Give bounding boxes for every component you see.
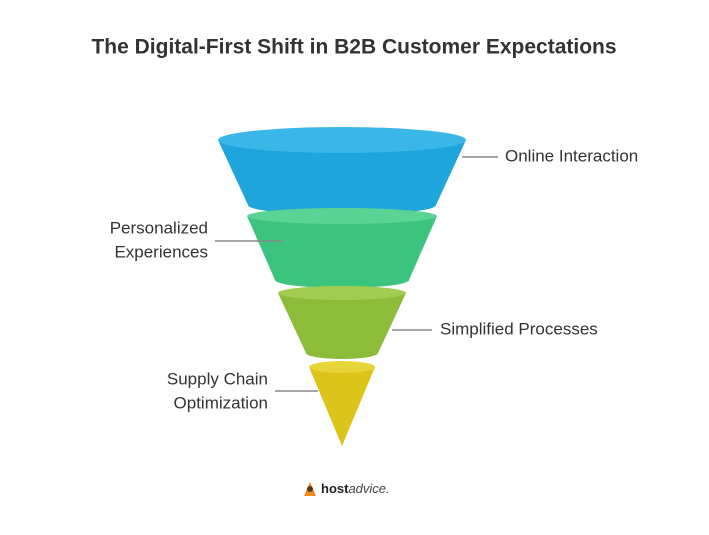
funnel-layer [278, 293, 406, 359]
funnel-layer [218, 140, 466, 215]
stage-label: Online Interaction [505, 146, 638, 165]
funnel-layer [309, 367, 375, 446]
logo-rest: advice. [348, 481, 389, 496]
funnel-layer [247, 216, 437, 288]
funnel [218, 127, 466, 446]
funnel-rim [309, 361, 375, 373]
stage-label: Experiences [114, 242, 208, 261]
funnel-rim [247, 208, 437, 224]
funnel-rim [278, 286, 406, 300]
funnel-rim [218, 127, 466, 153]
logo-icon [307, 486, 313, 492]
logo-bold: host [321, 481, 349, 496]
stage-label: Optimization [174, 393, 268, 412]
stage-label: Supply Chain [167, 369, 268, 388]
logo-text: hostadvice. [321, 481, 390, 496]
stage-label: Simplified Processes [440, 319, 598, 338]
stage-label: Personalized [110, 218, 208, 237]
logo: hostadvice. [304, 481, 390, 496]
title: The Digital-First Shift in B2B Customer … [91, 36, 616, 59]
